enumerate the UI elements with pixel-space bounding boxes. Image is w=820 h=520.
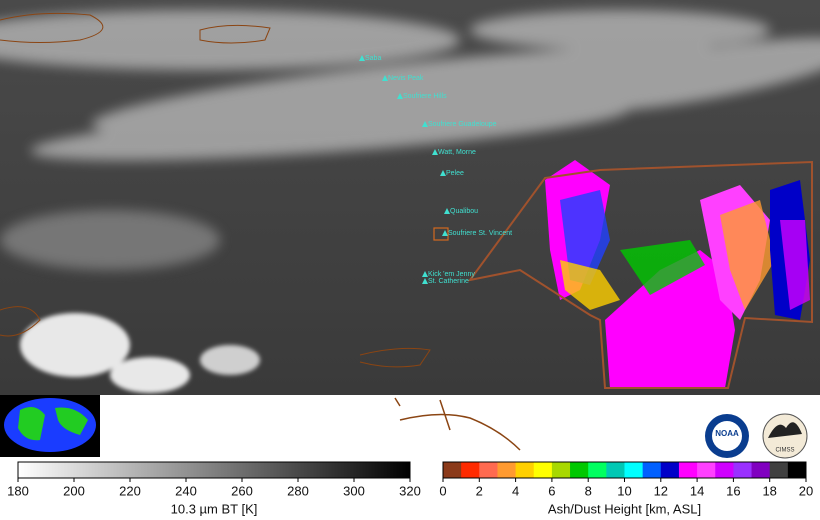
colorbar-segment — [697, 462, 716, 478]
colorbar-segment — [733, 462, 753, 478]
tick-label: 6 — [548, 483, 555, 498]
tick-label: 8 — [585, 483, 592, 498]
colorbar-label: Ash/Dust Height [km, ASL] — [548, 501, 701, 516]
tick-label: 260 — [231, 483, 253, 498]
colorbar-segment — [551, 462, 571, 478]
colorbar-segment — [642, 462, 662, 478]
colorbar-segment — [751, 462, 771, 478]
colorbar-segment — [479, 462, 498, 478]
tick-label: 240 — [175, 483, 197, 498]
tick-label: 0 — [439, 483, 446, 498]
satellite-image — [0, 0, 820, 395]
colorbar-frame — [17, 461, 411, 479]
colorbar-segment — [515, 462, 535, 478]
volcano-marker — [422, 121, 428, 127]
logo-text: CIMSS — [775, 448, 794, 454]
volcano-marker — [432, 149, 438, 155]
volcano-label: Pelee — [446, 170, 464, 177]
colorbar-label: 10.3 µm BT [K] — [171, 501, 258, 516]
logo-text: NOAA — [715, 429, 739, 438]
tick-label: 220 — [119, 483, 141, 498]
tick-label: 180 — [7, 483, 29, 498]
volcano-marker — [440, 170, 446, 176]
colorbar-segment — [715, 462, 734, 478]
ash-plume — [545, 160, 810, 388]
colorbar-segment — [606, 462, 625, 478]
volcano-marker — [422, 278, 428, 284]
colorbar-segment — [660, 462, 680, 478]
tick-label: 280 — [287, 483, 309, 498]
volcano-marker — [442, 230, 448, 236]
volcano-marker — [397, 93, 403, 99]
colorbar-segment — [787, 462, 807, 478]
colorbar-segment — [570, 462, 589, 478]
tick-label: 18 — [762, 483, 776, 498]
colorbar-segment — [443, 462, 462, 478]
volcano-labels: Saba Nevis Peak Soufriere Hills Soufriere G… — [359, 55, 512, 285]
volcano-label: Qualibou — [450, 208, 478, 215]
volcano-label: Soufriere Guadeloupe — [428, 121, 497, 128]
tick-label: 200 — [63, 483, 85, 498]
tick-label: 320 — [399, 483, 421, 498]
volcano-label: Saba — [365, 55, 381, 62]
volcano-label: Kick 'em Jenny — [428, 271, 475, 278]
colorbar-segment — [769, 462, 789, 478]
volcano-label: Nevis Peak — [388, 75, 424, 82]
colorbar-segment — [588, 462, 607, 478]
colorbar-segment — [461, 462, 480, 478]
volcano-marker — [359, 55, 365, 61]
colorbar — [18, 462, 410, 478]
tick-label: 4 — [512, 483, 519, 498]
colorbar-segment — [624, 462, 644, 478]
volcano-label: Soufriere St. Vincent — [448, 230, 512, 237]
volcano-label: St. Catherine — [428, 278, 469, 285]
logos: NOAA CIMSS — [705, 413, 808, 459]
tick-label: 300 — [343, 483, 365, 498]
tick-label: 12 — [654, 483, 668, 498]
map-inset — [0, 395, 521, 457]
volcano-marker — [422, 271, 428, 277]
colorbar-segment — [533, 462, 553, 478]
volcano-marker — [382, 75, 388, 81]
tick-label: 16 — [726, 483, 740, 498]
tick-label: 10 — [617, 483, 631, 498]
volcano-label: Soufriere Hills — [403, 93, 447, 100]
tick-label: 14 — [690, 483, 704, 498]
colorbar-segment — [497, 462, 517, 478]
volcano-marker — [444, 208, 450, 214]
colorbar-segment — [678, 462, 698, 478]
tick-label: 2 — [476, 483, 483, 498]
volcano-label: Watt, Morne — [438, 149, 476, 156]
tick-label: 20 — [799, 483, 813, 498]
